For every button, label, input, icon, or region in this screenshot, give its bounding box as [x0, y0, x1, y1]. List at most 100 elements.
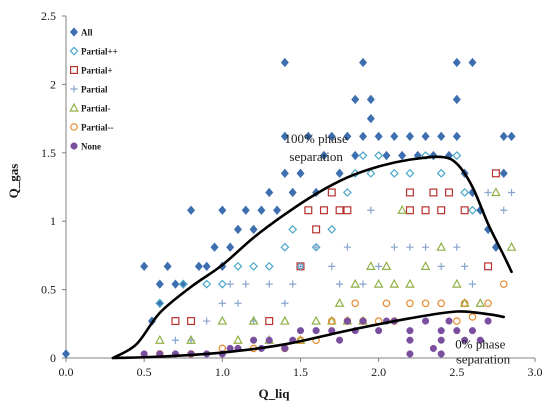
data-point: [485, 318, 492, 325]
data-point: [375, 132, 382, 140]
data-point: [438, 351, 445, 358]
data-point: [141, 262, 148, 270]
legend-marker: [71, 67, 78, 74]
data-point: [282, 345, 289, 352]
data-point: [399, 151, 406, 159]
data-point: [500, 207, 507, 214]
data-point: [375, 280, 383, 287]
data-point: [383, 300, 389, 306]
data-point: [407, 207, 414, 214]
data-point: [453, 280, 461, 287]
data-point: [289, 281, 296, 288]
data-point: [360, 318, 367, 325]
data-point: [407, 300, 413, 306]
data-point: [501, 281, 507, 287]
data-point: [336, 207, 343, 214]
data-point: [266, 188, 273, 196]
data-point: [430, 345, 437, 352]
data-point: [438, 207, 445, 214]
data-point: [234, 225, 241, 233]
data-point: [297, 263, 304, 270]
x-tick-label: 0.0: [59, 365, 74, 379]
legend-label: Partial--: [81, 123, 113, 133]
data-point: [407, 337, 414, 344]
x-tick-label: 1.5: [293, 365, 308, 379]
data-point: [352, 300, 358, 306]
annotation-label: 0% phase: [455, 336, 505, 351]
data-point: [453, 244, 460, 251]
data-point: [242, 281, 249, 288]
data-point: [273, 206, 280, 214]
annotation-label: 100% phase: [285, 131, 348, 146]
data-point: [219, 206, 226, 214]
data-point: [351, 280, 359, 287]
data-point: [203, 317, 210, 324]
x-tick-label: 0.5: [137, 365, 152, 379]
data-point: [62, 350, 69, 358]
data-point: [391, 244, 398, 251]
data-point: [352, 151, 359, 159]
data-point: [156, 280, 163, 288]
data-point: [227, 281, 234, 288]
data-point: [328, 226, 335, 233]
data-point: [461, 189, 468, 196]
curve-100pct-phase-separation: [113, 157, 512, 358]
data-point: [234, 263, 241, 270]
annotation-label: separation: [289, 149, 343, 164]
y-tick-label: 2: [50, 77, 56, 91]
data-point: [297, 169, 304, 177]
data-point: [469, 327, 476, 334]
data-point: [313, 327, 320, 334]
legend-marker: [70, 85, 77, 92]
data-point: [454, 318, 460, 324]
y-tick-label: 1: [50, 214, 56, 228]
data-point: [172, 318, 179, 325]
data-point: [289, 188, 296, 196]
data-point: [438, 132, 445, 140]
data-point: [336, 299, 344, 306]
data-point: [281, 244, 288, 251]
data-point: [406, 244, 413, 251]
legend-label: Partial-: [81, 104, 111, 114]
data-point: [454, 327, 461, 334]
data-point: [508, 243, 516, 250]
data-point: [406, 132, 413, 140]
data-point: [469, 281, 476, 288]
data-point: [289, 226, 296, 233]
data-point: [485, 300, 491, 306]
data-point: [250, 225, 257, 233]
data-point: [422, 132, 429, 140]
data-point: [367, 207, 374, 214]
data-point: [453, 58, 460, 66]
data-point: [164, 262, 171, 270]
legend-marker: [71, 124, 77, 130]
data-point: [391, 132, 398, 140]
x-tick-label: 3.0: [528, 365, 543, 379]
data-point: [461, 207, 468, 214]
data-point: [359, 58, 366, 66]
data-point: [407, 327, 414, 334]
x-tick-label: 2.0: [371, 365, 386, 379]
data-point: [172, 337, 179, 344]
data-point: [422, 207, 429, 214]
data-point: [485, 263, 492, 270]
data-point: [344, 207, 351, 214]
data-point: [485, 189, 492, 196]
data-point: [367, 114, 374, 122]
data-point: [266, 337, 273, 344]
data-point: [406, 170, 413, 177]
y-tick-label: 0.5: [41, 283, 56, 297]
data-point: [281, 58, 288, 66]
data-point: [219, 281, 226, 288]
legend-label: Partial: [81, 85, 108, 95]
data-point: [508, 132, 515, 140]
data-point: [492, 188, 500, 195]
data-point: [234, 336, 242, 343]
data-point: [453, 95, 460, 103]
data-point: [446, 318, 453, 325]
data-point: [398, 206, 406, 213]
y-tick-label: 0: [50, 351, 56, 365]
legend-label: Partial++: [81, 47, 118, 57]
data-point: [359, 132, 366, 140]
